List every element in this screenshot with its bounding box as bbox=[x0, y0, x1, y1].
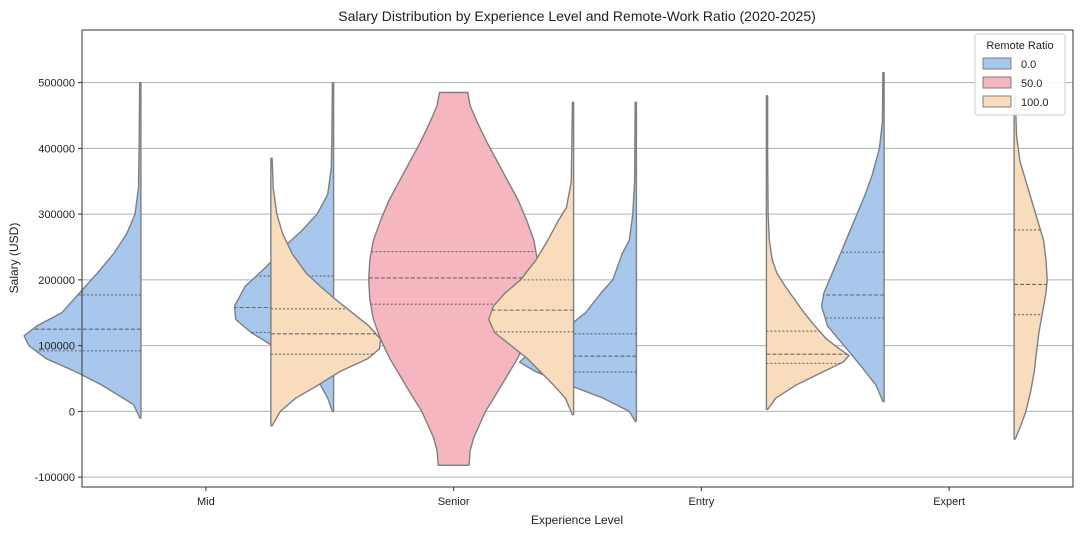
y-tick-label: 200000 bbox=[38, 275, 75, 287]
y-axis-label: Salary (USD) bbox=[7, 223, 21, 294]
legend-swatch bbox=[982, 57, 1012, 70]
legend-label: 100.0 bbox=[1021, 97, 1049, 109]
legend-swatch bbox=[982, 76, 1012, 89]
violin-body bbox=[270, 157, 382, 427]
x-tick-label: Entry bbox=[689, 496, 715, 508]
chart-title: Salary Distribution by Experience Level … bbox=[338, 8, 816, 24]
y-tick-label: 0 bbox=[69, 406, 75, 418]
x-tick-label: Senior bbox=[438, 496, 470, 508]
y-tick-label: 400000 bbox=[38, 143, 75, 155]
x-tick-label: Mid bbox=[197, 496, 215, 508]
legend-swatch bbox=[982, 95, 1012, 108]
violin-mid-0-0 bbox=[23, 81, 142, 419]
violin-body bbox=[820, 72, 885, 403]
y-tick-label: 100000 bbox=[38, 341, 75, 353]
violin-mid-100-0 bbox=[270, 157, 382, 427]
legend-label: 50.0 bbox=[1021, 78, 1042, 90]
y-tick-label: -100000 bbox=[35, 472, 75, 484]
violin-body bbox=[488, 101, 575, 416]
violin-entry-100-0 bbox=[765, 95, 850, 411]
violin-body bbox=[765, 95, 850, 411]
violin-expert-0-0 bbox=[820, 72, 885, 403]
violin-body bbox=[23, 81, 142, 419]
x-axis-label: Experience Level bbox=[531, 513, 623, 527]
legend-title: Remote Ratio bbox=[986, 40, 1053, 52]
plot-frame bbox=[81, 29, 1074, 488]
violin-body bbox=[1013, 95, 1048, 440]
legend: Remote Ratio 0.0 50.0 100.0 bbox=[974, 33, 1066, 116]
violin-expert-100-0 bbox=[1013, 95, 1048, 440]
violin-senior-100-0 bbox=[488, 101, 575, 416]
x-tick-label: Expert bbox=[933, 496, 965, 508]
legend-frame bbox=[974, 33, 1066, 116]
legend-label: 0.0 bbox=[1021, 59, 1036, 71]
y-tick-label: 500000 bbox=[38, 78, 75, 90]
y-tick-label: 300000 bbox=[38, 209, 75, 221]
